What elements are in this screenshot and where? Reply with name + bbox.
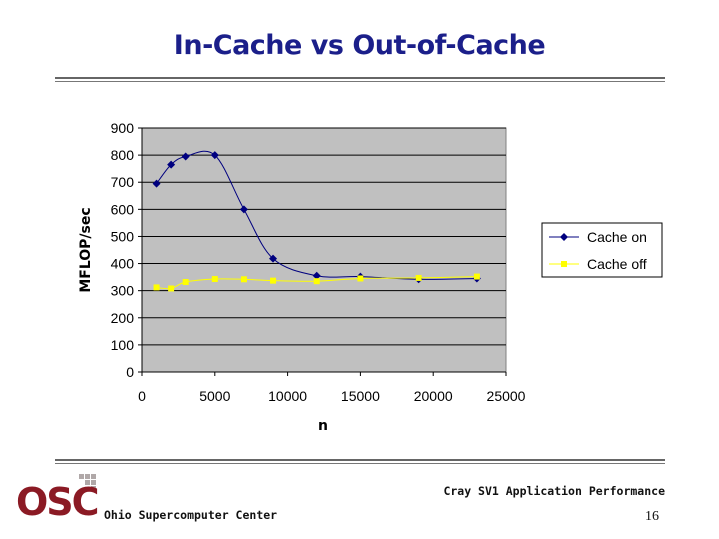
legend-label-cache-on: Cache on — [587, 229, 647, 245]
y-tick-label: 600 — [111, 201, 135, 217]
plot-area — [141, 127, 507, 373]
x-tick-label: 20000 — [414, 388, 453, 404]
point-cache-off — [182, 278, 189, 285]
point-cache-off — [153, 284, 160, 291]
y-tick-label: 900 — [111, 120, 135, 136]
point-cache-on — [167, 160, 176, 169]
x-axis-label: n — [318, 418, 328, 434]
footer-divider-top — [55, 459, 665, 461]
point-cache-off — [473, 273, 480, 280]
point-cache-off — [211, 276, 218, 283]
legend-marker-cache-off — [561, 261, 567, 267]
x-tick-label: 10000 — [268, 388, 307, 404]
y-tick-label: 800 — [111, 147, 135, 163]
x-tick-label: 5000 — [199, 388, 230, 404]
legend-box — [541, 222, 663, 278]
legend-label-cache-off: Cache off — [587, 256, 647, 272]
y-tick-label: 500 — [111, 228, 135, 244]
y-tick-label: 700 — [111, 174, 135, 190]
point-cache-off — [270, 277, 277, 284]
y-tick-label: 400 — [111, 256, 135, 272]
gridlines — [142, 127, 506, 346]
y-tick-label: 100 — [111, 337, 135, 353]
point-cache-on — [312, 271, 321, 280]
series-lines — [156, 150, 477, 290]
osc-logo: OSC — [16, 480, 100, 524]
point-cache-off — [415, 274, 422, 281]
x-tick-label: 25000 — [487, 388, 526, 404]
legend-marker-cache-on — [560, 233, 568, 241]
point-cache-on — [269, 254, 278, 263]
page-number: 16 — [645, 509, 659, 524]
slide-title: In-Cache vs Out-of-Cache — [173, 30, 546, 61]
footer-divider-bottom — [55, 463, 665, 464]
series-markers — [152, 151, 481, 292]
footer-presentation-title: Cray SV1 Application Performance — [443, 484, 665, 498]
title-divider-bottom — [55, 81, 665, 82]
x-tick-label: 15000 — [341, 388, 380, 404]
point-cache-off — [168, 285, 175, 292]
y-axis-label: MFLOP/sec — [78, 207, 94, 292]
point-cache-on — [152, 179, 161, 188]
x-tick-label: 0 — [138, 388, 146, 404]
point-cache-off — [240, 276, 247, 283]
title-divider-top — [55, 77, 665, 79]
point-cache-on — [239, 205, 248, 214]
axes — [138, 127, 507, 376]
point-cache-off — [357, 275, 364, 282]
y-tick-label: 200 — [111, 310, 135, 326]
legend: Cache on Cache off — [541, 222, 663, 278]
point-cache-on — [210, 151, 219, 160]
y-tick-label: 0 — [126, 364, 134, 380]
point-cache-on — [181, 152, 190, 161]
x-tick-labels: 0 5000 10000 15000 20000 25000 — [138, 388, 526, 404]
point-cache-off — [313, 278, 320, 285]
footer-organization: Ohio Supercomputer Center — [104, 508, 278, 522]
series-line-cache-off — [156, 276, 477, 290]
y-tick-labels: 0 100 200 300 400 500 600 700 800 900 — [111, 120, 135, 380]
osc-logo-grid-icon — [79, 474, 99, 494]
y-tick-label: 300 — [111, 283, 135, 299]
